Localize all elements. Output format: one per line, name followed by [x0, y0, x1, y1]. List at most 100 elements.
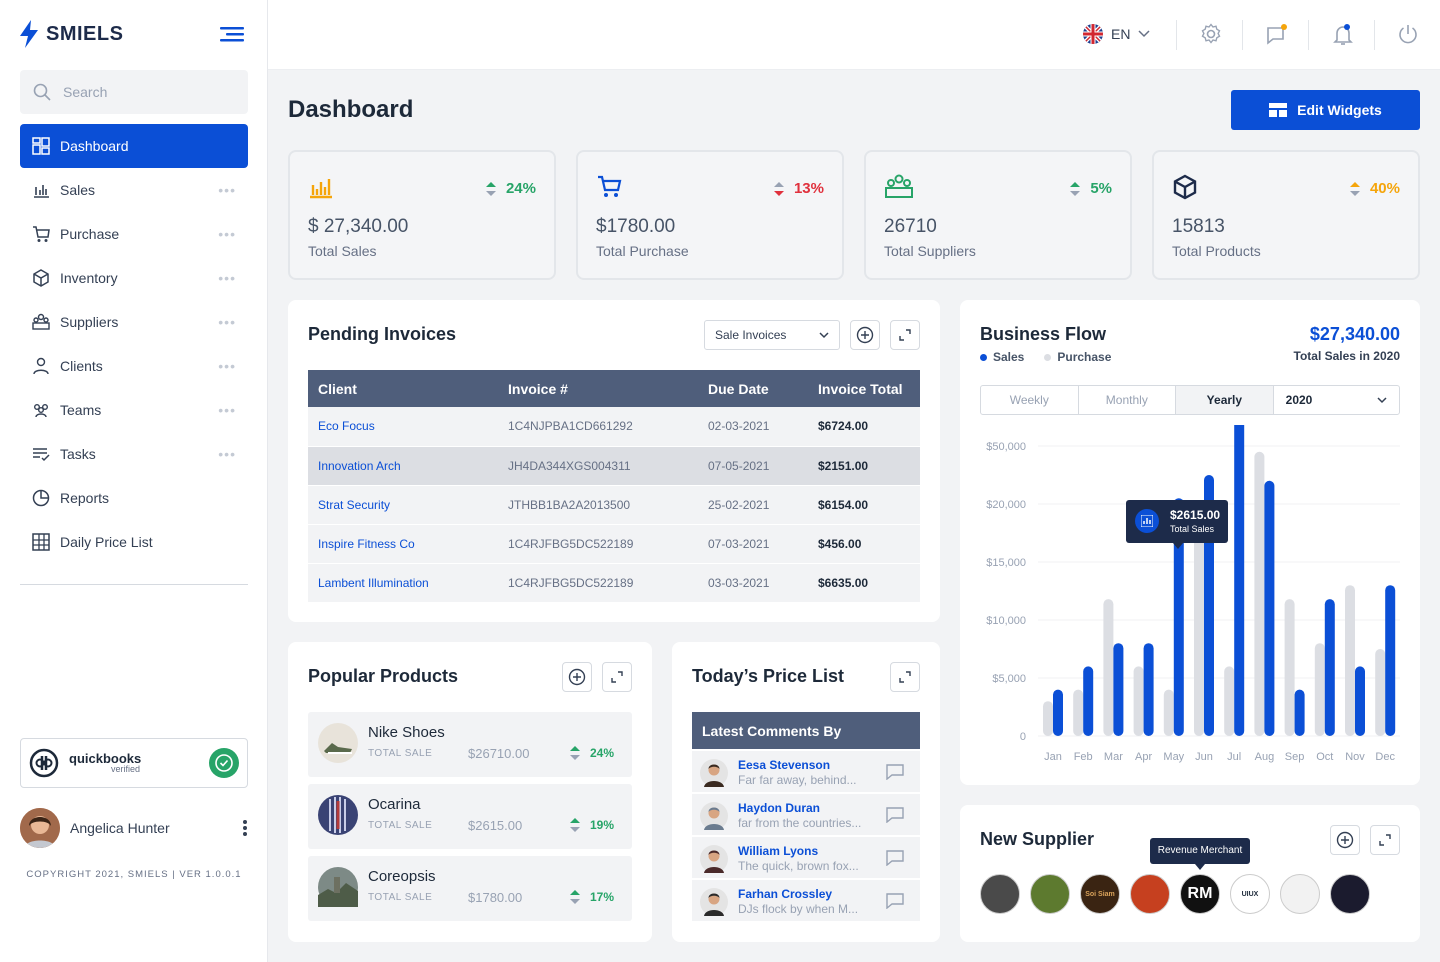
client-cell[interactable]: Inspire Fitness Co [308, 524, 498, 564]
client-cell[interactable]: Eco Focus [308, 407, 498, 447]
comment-icon[interactable] [886, 807, 904, 823]
sidebar-item-teams[interactable]: Teams ••• [20, 388, 248, 432]
period-monthly[interactable]: Monthly [1079, 386, 1177, 414]
bar-purchase-oct[interactable] [1314, 643, 1325, 736]
comment-icon[interactable] [886, 893, 904, 909]
supplier-logo[interactable]: RM [1180, 874, 1220, 914]
supplier-logo[interactable] [1130, 874, 1170, 914]
table-row[interactable]: Strat Security JTHBB1BA2A2013500 25-02-202… [308, 485, 920, 525]
bar-sales-dec[interactable] [1385, 585, 1396, 736]
sidebar: SMIELS DashboardSales•••Purchase•••Inven… [0, 0, 268, 962]
add-button[interactable] [562, 662, 592, 692]
bar-sales-oct[interactable] [1324, 599, 1335, 736]
supplier-logo[interactable] [1030, 874, 1070, 914]
brand[interactable]: SMIELS [20, 20, 123, 48]
comment-item[interactable]: William Lyons The quick, brown fox... [692, 837, 920, 879]
column-header[interactable]: Invoice Total [808, 370, 920, 407]
column-header[interactable]: Client [308, 370, 498, 407]
bar-sales-apr[interactable] [1143, 643, 1154, 736]
messages-icon[interactable] [1265, 23, 1289, 47]
invoice-total-cell: $456.00 [808, 524, 920, 564]
sidebar-item-clients[interactable]: Clients ••• [20, 344, 248, 388]
period-weekly[interactable]: Weekly [981, 386, 1079, 414]
table-row[interactable]: Lambent Illumination 1C4RJFBG5DC522189 03-… [308, 563, 920, 603]
column-header[interactable]: Due Date [698, 370, 808, 407]
comment-item[interactable]: Eesa Stevenson Far far away, behind... [692, 751, 920, 793]
table-row[interactable]: Innovation Arch JH4DA344XGS004311 07-05-20… [308, 446, 920, 486]
comment-item[interactable]: Haydon Duran far from the countries... [692, 794, 920, 836]
expand-button[interactable] [890, 320, 920, 350]
year-select[interactable]: 2020 [1274, 386, 1399, 414]
expand-button[interactable] [602, 662, 632, 692]
bar-purchase-jul[interactable] [1224, 666, 1235, 736]
client-cell[interactable]: Lambent Illumination [308, 563, 498, 603]
comment-icon[interactable] [886, 764, 904, 780]
language-selector[interactable]: EN [1083, 24, 1150, 44]
sidebar-item-dashboard[interactable]: Dashboard [20, 124, 248, 168]
comment-item[interactable]: Farhan Crossley DJs flock by when M... [692, 880, 920, 922]
sidebar-item-tasks[interactable]: Tasks ••• [20, 432, 248, 476]
supplier-logo[interactable] [1280, 874, 1320, 914]
sidebar-item-daily-price-list[interactable]: Daily Price List [20, 520, 248, 564]
bar-purchase-nov[interactable] [1345, 585, 1355, 736]
quickbooks-card[interactable]: quickbooks verified [20, 738, 248, 788]
bar-sales-aug[interactable] [1264, 480, 1275, 736]
bar-purchase-dec[interactable] [1375, 649, 1386, 736]
client-cell[interactable]: Strat Security [308, 485, 498, 525]
bar-sales-nov[interactable] [1355, 666, 1365, 736]
bar-sales-feb[interactable] [1083, 666, 1094, 736]
product-item[interactable]: Ocarina TOTAL SALE $2615.00 19% [308, 784, 632, 849]
bar-sales-jan[interactable] [1053, 689, 1063, 736]
table-row[interactable]: Eco Focus 1C4NJPBA1CD661292 02-03-2021 $672… [308, 407, 920, 447]
bar-sales-mar[interactable] [1113, 643, 1124, 736]
notifications-icon[interactable] [1331, 23, 1355, 47]
menu-toggle-icon[interactable] [220, 25, 244, 43]
supplier-logo[interactable]: UIUX [1230, 874, 1270, 914]
sidebar-item-sales[interactable]: Sales ••• [20, 168, 248, 212]
more-options-icon[interactable]: ••• [218, 314, 236, 330]
sidebar-item-purchase[interactable]: Purchase ••• [20, 212, 248, 256]
supplier-logo[interactable] [1330, 874, 1370, 914]
period-yearly[interactable]: Yearly [1176, 386, 1274, 414]
bar-purchase-jan[interactable] [1043, 701, 1053, 736]
more-options-icon[interactable]: ••• [218, 226, 236, 242]
client-cell[interactable]: Innovation Arch [308, 446, 498, 486]
more-options-icon[interactable]: ••• [218, 270, 236, 286]
more-options-icon[interactable]: ••• [218, 182, 236, 198]
more-vertical-icon[interactable] [242, 819, 248, 837]
sidebar-item-suppliers[interactable]: Suppliers ••• [20, 300, 248, 344]
bar-sales-sep[interactable] [1294, 689, 1305, 736]
settings-icon[interactable] [1200, 23, 1222, 45]
add-button[interactable] [1330, 825, 1360, 855]
user-profile[interactable]: Angelica Hunter [20, 808, 248, 848]
bar-purchase-jun[interactable] [1194, 504, 1204, 736]
power-icon[interactable] [1397, 23, 1419, 45]
search-input[interactable] [63, 84, 223, 100]
bar-sales-jul[interactable] [1234, 425, 1245, 736]
product-item[interactable]: Coreopsis TOTAL SALE $1780.00 17% [308, 856, 632, 921]
expand-button[interactable] [890, 662, 920, 692]
bar-purchase-may[interactable] [1163, 689, 1174, 736]
sidebar-item-reports[interactable]: Reports [20, 476, 248, 520]
bar-purchase-sep[interactable] [1284, 599, 1295, 736]
bar-purchase-feb[interactable] [1073, 689, 1084, 736]
expand-icon [1379, 834, 1391, 846]
more-options-icon[interactable]: ••• [218, 358, 236, 374]
supplier-logo[interactable]: Soi Siam [1080, 874, 1120, 914]
more-options-icon[interactable]: ••• [218, 402, 236, 418]
comment-icon[interactable] [886, 850, 904, 866]
bar-purchase-mar[interactable] [1103, 599, 1114, 736]
more-options-icon[interactable]: ••• [218, 446, 236, 462]
expand-button[interactable] [1370, 825, 1400, 855]
bar-purchase-aug[interactable] [1254, 451, 1265, 736]
supplier-logo[interactable] [980, 874, 1020, 914]
sidebar-item-inventory[interactable]: Inventory ••• [20, 256, 248, 300]
add-button[interactable] [850, 320, 880, 350]
product-item[interactable]: Nike Shoes TOTAL SALE $26710.00 24% [308, 712, 632, 777]
invoice-type-select[interactable]: Sale Invoices [704, 320, 840, 350]
edit-widgets-button[interactable]: Edit Widgets [1231, 90, 1420, 130]
bar-sales-may[interactable] [1173, 498, 1184, 736]
table-row[interactable]: Inspire Fitness Co 1C4RJFBG5DC522189 07-03… [308, 524, 920, 564]
bar-purchase-apr[interactable] [1133, 666, 1144, 736]
column-header[interactable]: Invoice # [498, 370, 698, 407]
